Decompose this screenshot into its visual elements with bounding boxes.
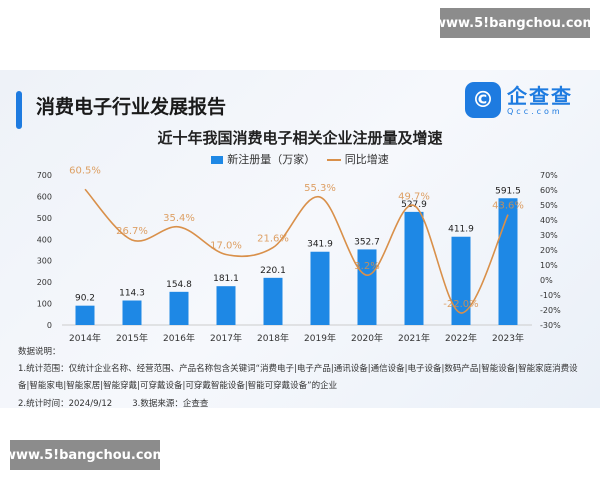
left-tick-label: 300 (37, 257, 52, 266)
left-tick-label: 0 (47, 321, 52, 330)
chart-legend: 新注册量（万家） 同比增速 (0, 151, 600, 167)
chart-svg: 0 100 200 300 400 500 600 700 -30% -20% -10% 0% 10% 2… (37, 165, 561, 344)
logo-en: Qcc.com (507, 106, 563, 116)
growth-value-label: 26.7% (116, 226, 148, 237)
x-tick-label: 2017年 (210, 332, 242, 344)
bar (451, 236, 471, 325)
qcc-logo: © 企查查 Qcc.com (465, 82, 573, 118)
bar (263, 277, 283, 325)
bar-value-label: 591.5 (495, 186, 521, 196)
left-tick-label: 100 (37, 300, 52, 309)
bar (216, 286, 236, 325)
watermark-bottom: www.5!bangchou.com (4, 440, 166, 470)
right-tick-label: 60% (540, 186, 558, 195)
report-title: 消费电子行业发展报告 (36, 96, 227, 118)
notes-heading: 数据说明： (18, 347, 61, 357)
x-tick-label: 2023年 (492, 332, 524, 344)
right-tick-label: -10% (540, 291, 561, 300)
chart-title: 近十年我国消费电子相关企业注册量及增速 (157, 129, 443, 147)
bar-value-label: 114.3 (119, 289, 145, 299)
right-tick-label: 30% (540, 231, 558, 240)
legend-bar-label: 新注册量（万家） (227, 153, 316, 166)
growth-value-label: 49.7% (398, 191, 430, 202)
left-tick-label: 500 (37, 214, 52, 223)
right-tick-label: 50% (540, 201, 558, 210)
bar-value-label: 220.1 (260, 266, 286, 276)
growth-value-label: 60.5% (69, 165, 101, 176)
growth-value-label: 21.6% (257, 234, 289, 245)
growth-value-label: 3.2% (354, 261, 379, 272)
x-tick-label: 2014年 (69, 332, 101, 344)
right-tick-label: -20% (540, 306, 561, 315)
title-accent-bar (16, 91, 22, 129)
bar-value-label: 181.1 (213, 274, 239, 284)
right-tick-label: 10% (540, 261, 558, 270)
right-tick-label: -30% (540, 321, 561, 330)
bar (357, 249, 377, 325)
bar (75, 305, 95, 325)
bar (498, 198, 518, 325)
x-tick-label: 2022年 (445, 332, 477, 344)
notes-footer: 2.统计时间：2024/9/12 3.数据来源：企查查 (18, 397, 208, 409)
growth-line (84, 188, 509, 314)
growth-value-label: 35.4% (163, 213, 195, 224)
growth-value-label: 17.0% (210, 241, 242, 252)
bar-value-label: 411.9 (448, 225, 474, 235)
notes-source: 3.数据来源：企查查 (132, 399, 209, 409)
x-tick-label: 2020年 (351, 332, 383, 344)
right-tick-label: 0% (540, 276, 553, 285)
watermark-top: www.5!bangchou.com (434, 8, 596, 38)
notes-scope: 1.统计范围：仅统计企业名称、经营范围、产品名称包含关键词“消费电子|电子产品|… (18, 364, 578, 391)
bar-value-label: 341.9 (307, 240, 333, 250)
growth-value-label: 43.6% (492, 201, 524, 212)
bar-value-label: 90.2 (75, 294, 95, 304)
left-tick-label: 400 (37, 235, 52, 244)
bar (169, 291, 189, 325)
report-card: 消费电子行业发展报告 © 企查查 Qcc.com 近十年我国消费电子相关企业注册… (0, 70, 600, 409)
bar (122, 300, 142, 325)
left-tick-label: 600 (37, 192, 52, 201)
bar-value-label: 154.8 (166, 280, 192, 290)
right-tick-label: 70% (540, 171, 558, 180)
legend-line-label: 同比增速 (344, 153, 389, 166)
growth-value-label: 55.3% (304, 183, 336, 194)
legend-line-swatch (326, 159, 341, 161)
right-tick-label: 40% (540, 216, 558, 225)
x-tick-label: 2015年 (116, 332, 148, 344)
bar-value-label: 352.7 (354, 237, 380, 247)
growth-value-label: -22.0% (443, 299, 478, 310)
qcc-logo-icon: © (465, 82, 501, 118)
x-tick-label: 2019年 (304, 332, 336, 344)
logo-cn: 企查查 (507, 83, 573, 108)
x-tick-label: 2021年 (398, 332, 430, 344)
x-tick-label: 2018年 (257, 332, 289, 344)
notes-time: 2.统计时间：2024/9/12 (18, 399, 113, 409)
x-tick-label: 2016年 (163, 332, 195, 344)
right-tick-label: 20% (540, 246, 558, 255)
bar (310, 251, 330, 325)
legend-bar-swatch (211, 156, 224, 164)
left-tick-label: 700 (37, 171, 52, 180)
left-tick-label: 200 (37, 278, 52, 287)
bar (404, 211, 424, 325)
